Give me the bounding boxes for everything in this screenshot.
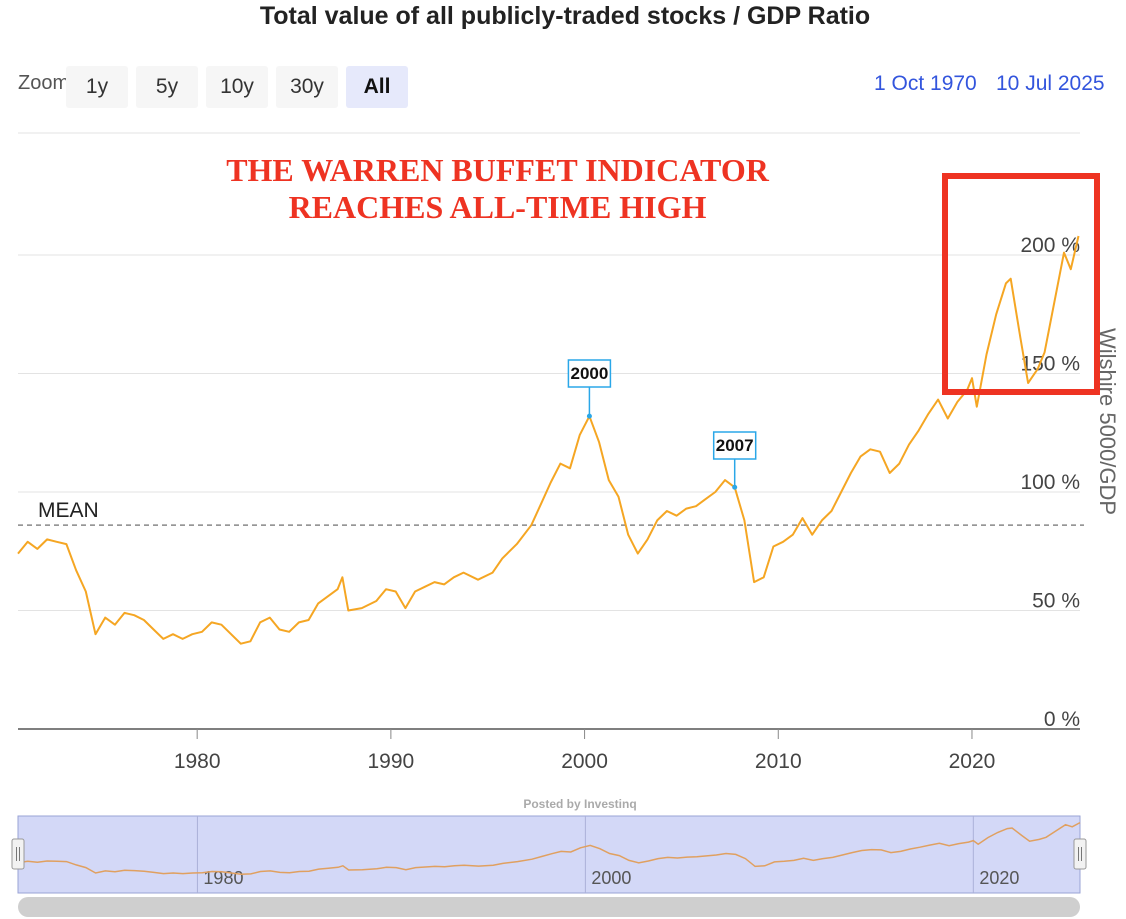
headline: THE WARREN BUFFET INDICATOR REACHES ALL-… [150,152,845,226]
y-tick-label: 100 % [1020,471,1080,494]
flag-box [712,431,757,460]
navigator-tick-label: 1980 [203,868,243,888]
flag-point [586,413,592,419]
zoom-10y-button[interactable]: 10y [206,66,268,108]
flag-point [732,484,738,490]
x-tick-label: 1990 [368,750,415,773]
series-line [17,235,1080,645]
zoom-1y-button[interactable]: 1y [66,66,128,108]
navigator-right-handle[interactable] [1073,838,1087,870]
flag-label: 2007 [716,436,754,455]
y-tick-label: 50 % [1032,590,1080,613]
flag-box [567,359,612,388]
zoom-label: Zoom [18,72,66,94]
zoom-all-button[interactable]: All [346,66,408,108]
handle-body [11,838,25,870]
y-tick-label: 0 % [1044,708,1080,731]
y-tick-label: 200 % [1020,234,1080,257]
handle-body [1073,838,1087,870]
x-tick-label: 1980 [174,750,221,773]
x-tick-label: 2020 [949,750,996,773]
range-from-date[interactable]: 1 Oct 1970 [874,72,977,95]
range-to-date[interactable]: 10 Jul 2025 [996,72,1105,95]
navigator-series-line [17,821,1081,875]
zoom-30y-button[interactable]: 30y [276,66,338,108]
posted-by-label: Posted by Investinq [523,797,636,811]
navigator-tick-label: 2020 [979,868,1019,888]
headline-line-1: THE WARREN BUFFET INDICATOR [226,152,769,188]
x-tick-label: 2000 [561,750,608,773]
mean-label: MEAN [38,499,99,522]
flag-label: 2000 [571,364,609,383]
highlight-box [942,173,1100,395]
chart-title: Total value of all publicly-traded stock… [259,2,871,30]
navigator-left-handle[interactable] [11,838,25,870]
y-tick-label: 150 % [1020,353,1080,376]
navigator-tick-label: 2000 [591,868,631,888]
headline-line-2: REACHES ALL-TIME HIGH [288,189,707,225]
zoom-5y-button[interactable]: 5y [136,66,198,108]
x-tick-label: 2010 [755,750,802,773]
navigator-scrollbar[interactable] [18,897,1080,917]
